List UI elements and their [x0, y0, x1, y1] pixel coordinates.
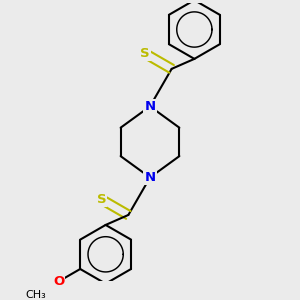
Text: S: S	[97, 193, 106, 206]
Text: CH₃: CH₃	[26, 290, 46, 299]
Text: N: N	[144, 171, 156, 184]
Text: N: N	[144, 100, 156, 113]
Text: O: O	[53, 275, 64, 288]
Text: S: S	[140, 47, 150, 60]
